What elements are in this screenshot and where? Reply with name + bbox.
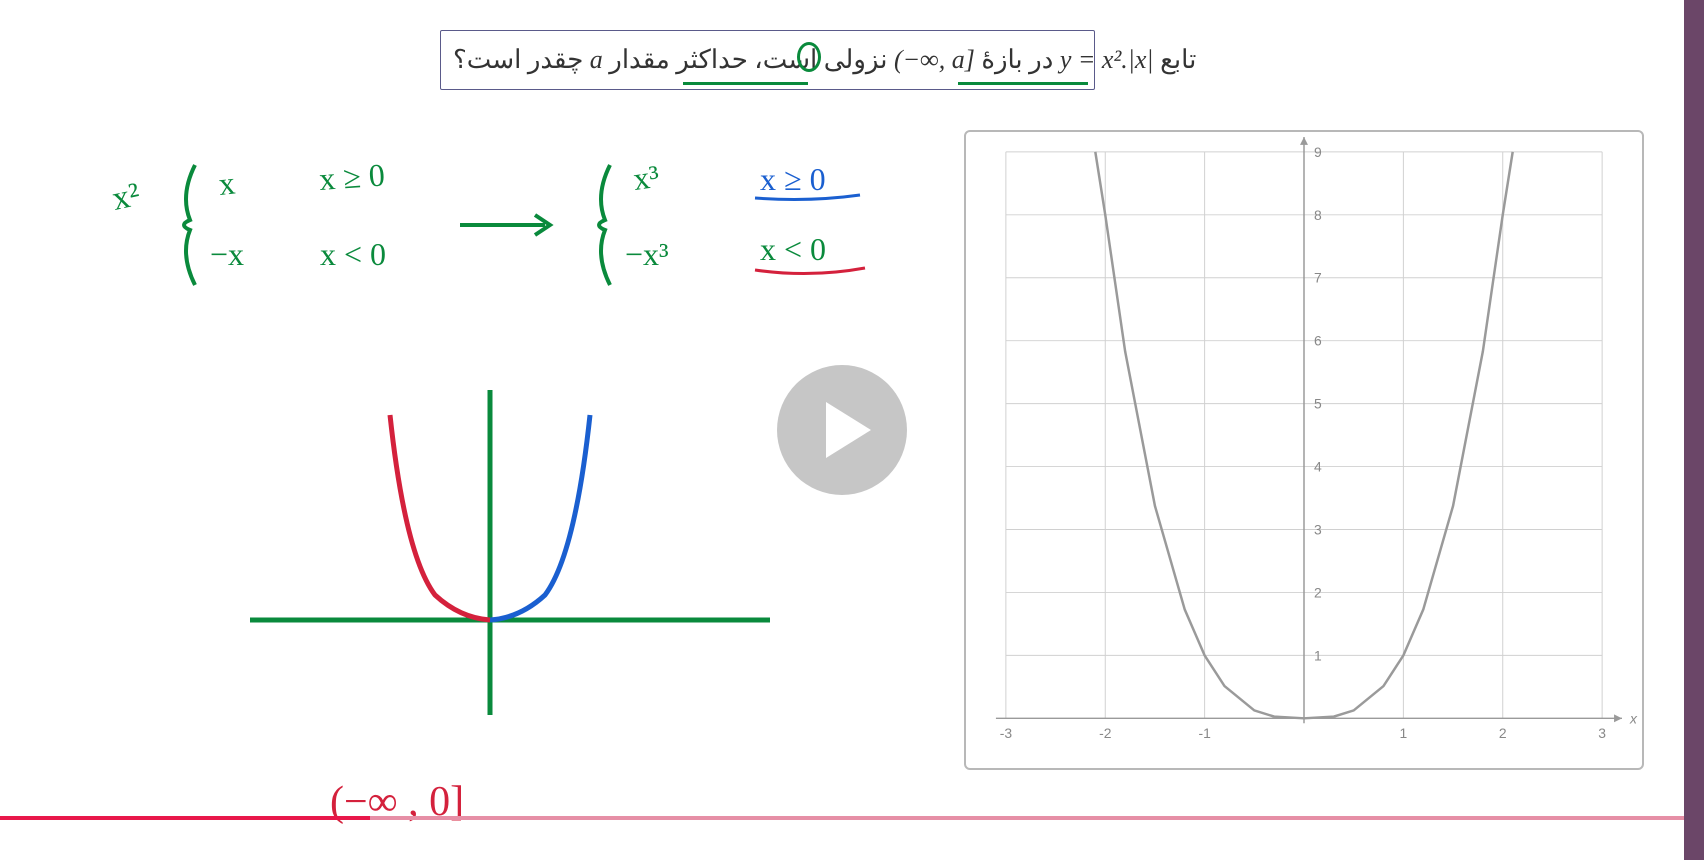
underline-interval — [683, 82, 808, 85]
svg-text:2: 2 — [1499, 725, 1507, 741]
hw-x2: x² — [109, 176, 143, 218]
svg-text:-2: -2 — [1099, 725, 1112, 741]
svg-text:x: x — [1629, 710, 1638, 726]
svg-text:1: 1 — [1314, 647, 1322, 663]
q-mid1: در بازهٔ — [975, 45, 1053, 74]
hw-r-top-expr: x³ — [631, 158, 661, 197]
q-equation: y = x².|x| — [1060, 45, 1154, 74]
sketch-red-branch — [390, 415, 490, 620]
q-mid2: نزولی است، حداکثر مقدار — [603, 45, 888, 74]
q-prefix: تابع — [1154, 45, 1197, 74]
play-button[interactable] — [777, 365, 907, 495]
svg-text:4: 4 — [1314, 459, 1322, 475]
svg-text:1: 1 — [1400, 725, 1408, 741]
play-icon — [826, 402, 871, 458]
hw-brace-left — [184, 165, 195, 285]
hw-r-bot-underline — [755, 268, 865, 274]
svg-text:8: 8 — [1314, 207, 1322, 223]
svg-text:3: 3 — [1598, 725, 1606, 741]
hw-r-bot-expr: −x³ — [625, 236, 669, 272]
graph-svg: -3 -2 -1 1 2 3 1 2 3 4 5 6 7 8 9 x — [966, 132, 1642, 768]
svg-text:2: 2 — [1314, 584, 1322, 600]
question-box: تابع y = x².|x| در بازهٔ (−∞, a] نزولی ا… — [440, 30, 1095, 90]
handwriting-piecewise: x² x x ≥ 0 −x x < 0 x³ x ≥ 0 −x³ x < 0 — [100, 150, 960, 320]
underline-equation — [958, 82, 1088, 85]
svg-text:-1: -1 — [1198, 725, 1211, 741]
hw-r-top-cond: x ≥ 0 — [760, 161, 826, 197]
q-end: چقدر است؟ — [453, 45, 583, 74]
progress-fill — [0, 816, 370, 820]
graph-panel: -3 -2 -1 1 2 3 1 2 3 4 5 6 7 8 9 x — [964, 130, 1644, 770]
video-frame: تابع y = x².|x| در بازهٔ (−∞, a] نزولی ا… — [0, 0, 1684, 860]
hw-l-top-expr: x — [217, 164, 237, 201]
svg-text:3: 3 — [1314, 521, 1322, 537]
q-var: a — [590, 45, 603, 74]
circle-a — [797, 42, 821, 72]
hw-brace-right — [599, 165, 610, 285]
right-sidebar-edge — [1684, 0, 1704, 860]
svg-text:7: 7 — [1314, 270, 1322, 286]
hw-l-bot-expr: −x — [210, 236, 244, 272]
svg-text:6: 6 — [1314, 333, 1322, 349]
svg-text:5: 5 — [1314, 396, 1322, 412]
hw-l-bot-cond: x < 0 — [320, 236, 386, 272]
progress-track[interactable] — [0, 816, 1684, 820]
q-interval: (−∞, a] — [894, 45, 975, 74]
sketch-blue-branch — [490, 415, 590, 620]
hw-arrow — [460, 215, 550, 235]
handwriting-answer: (−∞ , 0] — [320, 770, 620, 840]
hw-r-bot-cond: x < 0 — [760, 231, 826, 267]
svg-text:9: 9 — [1314, 144, 1322, 160]
handwriting-sketch — [230, 380, 790, 740]
svg-text:-3: -3 — [1000, 725, 1013, 741]
hw-l-top-cond: x ≥ 0 — [318, 156, 386, 196]
question-text: تابع y = x².|x| در بازهٔ (−∞, a] نزولی ا… — [453, 45, 1196, 75]
